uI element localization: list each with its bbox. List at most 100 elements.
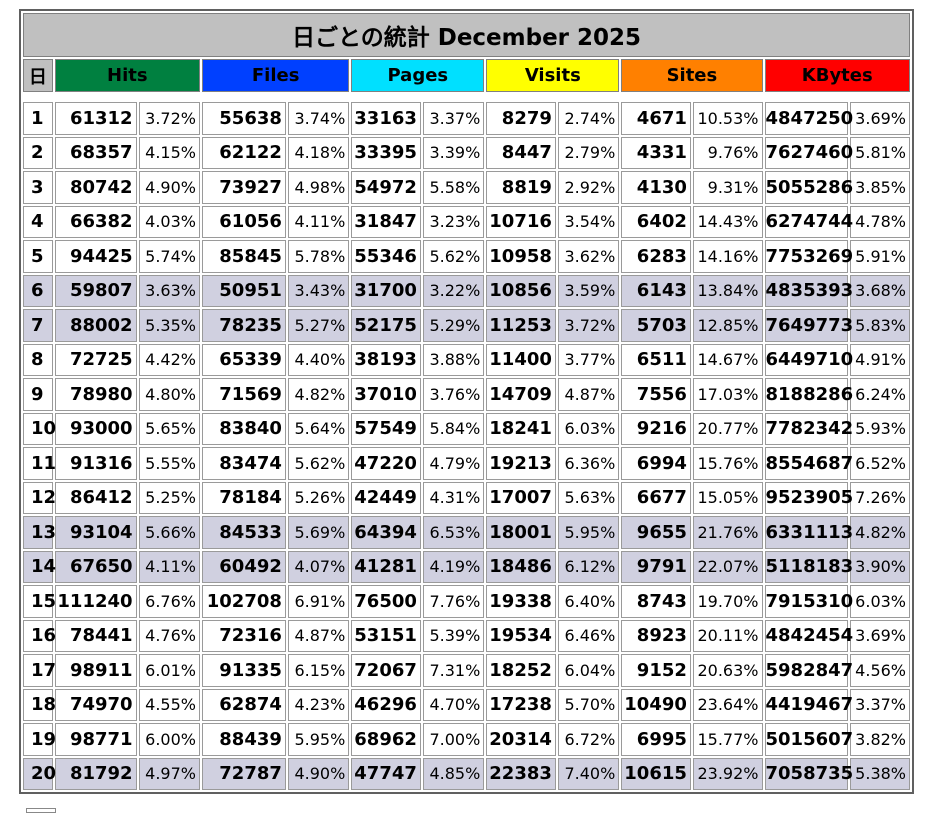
kbytes-percent: 5.93% (850, 412, 910, 445)
table-row: 9 78980 4.80% 71569 4.82% 37010 3.76% 14709 4.87… (23, 378, 910, 411)
files-percent: 5.78% (287, 240, 350, 273)
files-percent: 4.23% (287, 688, 350, 721)
sites-percent: 23.92% (692, 757, 763, 790)
kbytes-percent: 3.82% (850, 723, 910, 756)
files-percent: 3.43% (287, 274, 350, 307)
sites-value: 10490 (621, 688, 691, 721)
kbytes-percent: 3.69% (850, 102, 910, 135)
table-row: 11 91316 5.55% 83474 5.62% 47220 4.79% 19213 6.3… (23, 447, 910, 480)
day-cell: 6 (23, 274, 53, 307)
files-value: 60492 (201, 550, 286, 583)
pages-value: 46296 (351, 688, 421, 721)
day-cell: 5 (23, 240, 53, 273)
table-row: 10 93000 5.65% 83840 5.64% 57549 5.84% 18241 6.0… (23, 412, 910, 445)
sites-percent: 21.76% (692, 516, 763, 549)
sites-percent: 12.85% (692, 309, 763, 342)
pages-value: 72067 (351, 654, 421, 687)
pages-percent: 7.76% (422, 585, 485, 618)
sites-value: 10615 (621, 757, 691, 790)
visits-value: 17238 (486, 688, 556, 721)
hits-value: 66382 (54, 205, 137, 238)
pages-value: 54972 (351, 171, 421, 204)
day-cell: 9 (23, 378, 53, 411)
pages-percent: 5.58% (422, 171, 485, 204)
table-row: 7 88002 5.35% 78235 5.27% 52175 5.29% 11253 3.72… (23, 309, 910, 342)
hits-percent: 5.66% (138, 516, 200, 549)
visits-value: 10958 (486, 240, 556, 273)
kbytes-percent: 5.91% (850, 240, 910, 273)
kbytes-value: 7915310 (764, 585, 853, 618)
kbytes-value: 6274744 (764, 205, 853, 238)
visits-value: 18252 (486, 654, 556, 687)
day-cell: 14 (23, 550, 56, 583)
kbytes-value: 7627460 (764, 136, 853, 169)
sites-value: 6511 (621, 343, 691, 376)
visits-percent: 6.46% (557, 619, 620, 652)
sites-value: 8923 (621, 619, 691, 652)
files-value: 65339 (201, 343, 286, 376)
pages-percent: 4.79% (422, 447, 485, 480)
table-row: 2 68357 4.15% 62122 4.18% 33395 3.39% 8447 2.79%… (23, 136, 910, 169)
day-cell: 13 (23, 516, 56, 549)
pages-percent: 3.39% (422, 136, 485, 169)
kbytes-percent: 7.26% (850, 481, 910, 514)
files-value: 72787 (201, 757, 286, 790)
files-value: 84533 (201, 516, 286, 549)
sites-percent: 14.67% (692, 343, 763, 376)
sites-value: 6402 (621, 205, 691, 238)
visits-percent: 3.72% (557, 309, 620, 342)
sites-value: 6677 (621, 481, 691, 514)
day-cell: 19 (23, 723, 56, 756)
files-percent: 4.90% (287, 757, 350, 790)
kbytes-value: 7782342 (764, 412, 853, 445)
sites-value: 6283 (621, 240, 691, 273)
pages-value: 57549 (351, 412, 421, 445)
kbytes-percent: 6.24% (850, 378, 910, 411)
kbytes-value: 6331113 (764, 516, 853, 549)
table-row: 3 80742 4.90% 73927 4.98% 54972 5.58% 8819 2.92%… (23, 171, 910, 204)
table-row: 6 59807 3.63% 50951 3.43% 31700 3.22% 10856 3.59… (23, 274, 910, 307)
hits-value: 111240 (54, 585, 137, 618)
visits-percent: 3.77% (557, 343, 620, 376)
sites-percent: 15.76% (692, 447, 763, 480)
sites-value: 5703 (621, 309, 691, 342)
header-files: Files (201, 59, 350, 92)
sites-percent: 19.70% (692, 585, 763, 618)
kbytes-value: 7753269 (764, 240, 853, 273)
visits-percent: 3.54% (557, 205, 620, 238)
files-value: 83840 (201, 412, 286, 445)
kbytes-percent: 4.56% (850, 654, 910, 687)
visits-percent: 6.36% (557, 447, 620, 480)
pages-percent: 4.70% (422, 688, 485, 721)
sites-value: 7556 (621, 378, 691, 411)
files-percent: 6.15% (287, 654, 350, 687)
pages-value: 64394 (351, 516, 421, 549)
visits-percent: 7.40% (557, 757, 620, 790)
kbytes-percent: 3.68% (850, 274, 910, 307)
sites-percent: 14.16% (692, 240, 763, 273)
pages-value: 41281 (351, 550, 421, 583)
hits-value: 93104 (54, 516, 137, 549)
pages-value: 37010 (351, 378, 421, 411)
kbytes-value: 4847250 (764, 102, 853, 135)
sites-value: 6994 (621, 447, 691, 480)
table-row: 5 94425 5.74% 85845 5.78% 55346 5.62% 10958 3.62… (23, 240, 910, 273)
visits-value: 11253 (486, 309, 556, 342)
pages-value: 53151 (351, 619, 421, 652)
day-cell: 17 (23, 654, 56, 687)
hits-percent: 4.11% (138, 550, 200, 583)
sites-percent: 20.77% (692, 412, 763, 445)
kbytes-value: 5015607 (764, 723, 853, 756)
hits-value: 94425 (54, 240, 137, 273)
table-row: 18 74970 4.55% 62874 4.23% 46296 4.70% 17238 5.7… (23, 688, 910, 721)
daily-stats-table: 日ごとの統計 December 2025 日 Hits Files Pages Vis… (19, 9, 914, 794)
day-cell: 18 (23, 688, 56, 721)
kbytes-value: 7058735 (764, 757, 853, 790)
sites-value: 6143 (621, 274, 691, 307)
files-value: 78235 (201, 309, 286, 342)
table-row: 13 93104 5.66% 84533 5.69% 64394 6.53% 18001 5.9… (23, 516, 910, 549)
kbytes-value: 5055286 (764, 171, 853, 204)
pages-percent: 5.39% (422, 619, 485, 652)
files-percent: 4.98% (287, 171, 350, 204)
kbytes-percent: 3.90% (850, 550, 910, 583)
